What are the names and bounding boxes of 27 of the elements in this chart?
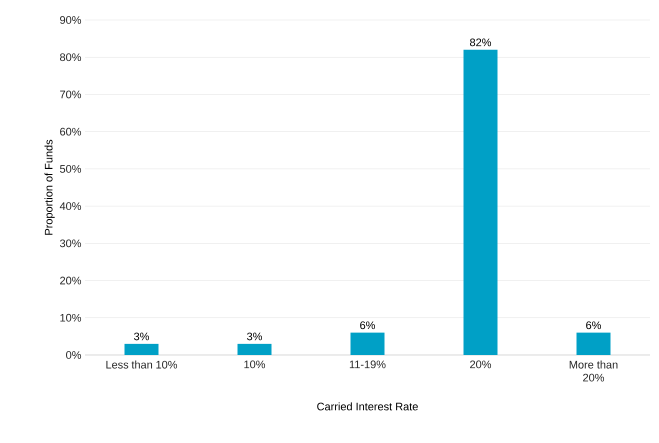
x-tick-label: 20% [470,360,492,368]
y-tick-label: 60% [60,128,82,136]
y-tick-label: 20% [60,276,82,284]
y-tick-label: 10% [60,314,82,322]
data-label: 6% [360,321,376,330]
y-axis-title: Proportion of Funds [44,140,55,235]
bar [238,344,272,355]
bar [576,332,611,355]
x-tick-label: More than 20% [570,360,618,382]
bar [124,344,158,355]
data-label: 3% [247,332,262,340]
y-tick-label: 70% [60,90,82,98]
bar [464,50,498,355]
bar [350,332,385,355]
y-tick-label: 50% [60,165,82,173]
y-tick-label: 80% [60,53,82,62]
y-tick-label: 30% [60,239,82,248]
y-tick-label: 90% [60,16,82,24]
data-label: 3% [134,332,150,340]
data-label: 6% [586,321,602,330]
x-tick-label: 10% [244,360,266,368]
data-label: 82% [470,38,492,46]
x-tick-label: 11-19% [350,360,386,368]
y-tick-label: 40% [60,202,82,210]
x-axis-title: Carried Interest Rate [317,402,418,410]
y-tick-label: 0% [66,351,82,359]
x-tick-label: Less than 10% [106,360,178,369]
